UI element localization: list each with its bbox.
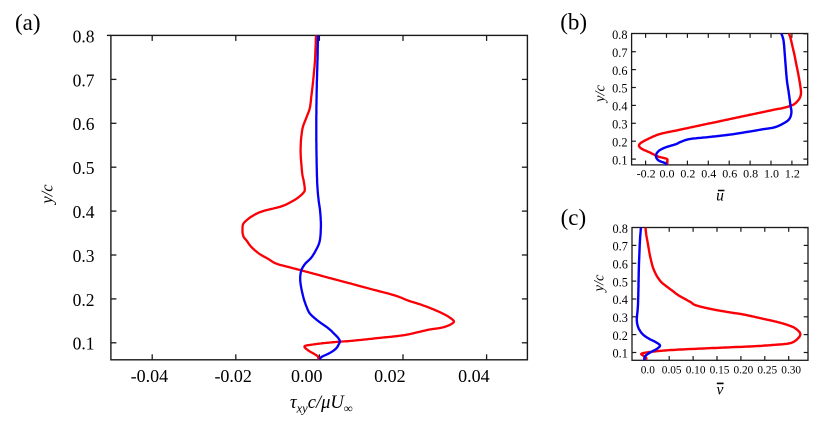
- svg-text:(a): (a): [15, 10, 41, 35]
- svg-text:0.0: 0.0: [660, 166, 675, 180]
- svg-text:0.6: 0.6: [613, 258, 628, 272]
- svg-text:0.7: 0.7: [612, 46, 627, 60]
- svg-text:0.8: 0.8: [613, 222, 628, 236]
- svg-text:0.2: 0.2: [680, 166, 695, 180]
- svg-text:0.4: 0.4: [613, 293, 628, 307]
- svg-text:v: v: [717, 382, 724, 399]
- svg-text:0.6: 0.6: [73, 114, 95, 134]
- svg-text:(b): (b): [560, 10, 587, 35]
- svg-text:0.1: 0.1: [612, 153, 627, 167]
- svg-text:0.2: 0.2: [612, 135, 627, 149]
- svg-text:0.5: 0.5: [73, 158, 95, 178]
- svg-text:0.3: 0.3: [613, 311, 628, 325]
- svg-text:y/c: y/c: [591, 274, 607, 293]
- svg-text:0.8: 0.8: [612, 28, 627, 42]
- svg-text:0.8: 0.8: [73, 26, 95, 46]
- svg-text:0.15: 0.15: [710, 365, 730, 377]
- svg-text:0.2: 0.2: [73, 290, 95, 310]
- svg-text:1.2: 1.2: [785, 166, 800, 180]
- svg-text:0.00: 0.00: [291, 366, 323, 386]
- svg-text:0.04: 0.04: [458, 366, 490, 386]
- svg-text:0.30: 0.30: [781, 365, 801, 377]
- svg-text:0.05: 0.05: [662, 365, 682, 377]
- svg-text:y/c: y/c: [38, 184, 57, 206]
- svg-text:0.7: 0.7: [73, 70, 95, 90]
- svg-text:0.1: 0.1: [613, 347, 628, 361]
- svg-text:0.5: 0.5: [613, 275, 628, 289]
- svg-text:0.5: 0.5: [612, 82, 627, 96]
- svg-text:-0.2: -0.2: [637, 166, 656, 180]
- svg-text:0.02: 0.02: [374, 366, 406, 386]
- svg-text:0.4: 0.4: [73, 202, 95, 222]
- svg-text:0.8: 0.8: [743, 166, 758, 180]
- svg-text:u: u: [716, 187, 724, 204]
- svg-text:0.7: 0.7: [613, 240, 628, 254]
- svg-text:(c): (c): [561, 205, 587, 230]
- svg-text:0.25: 0.25: [757, 365, 777, 377]
- svg-text:0.1: 0.1: [73, 334, 95, 354]
- svg-text:0.10: 0.10: [686, 365, 706, 377]
- svg-text:-0.04: -0.04: [131, 366, 169, 386]
- svg-text:0.20: 0.20: [734, 365, 754, 377]
- svg-text:y/c: y/c: [593, 84, 609, 103]
- svg-text:0.6: 0.6: [722, 166, 737, 180]
- svg-text:0.3: 0.3: [612, 118, 627, 132]
- svg-text:-0.02: -0.02: [214, 366, 252, 386]
- svg-text:0.4: 0.4: [612, 100, 627, 114]
- svg-text:0.0: 0.0: [641, 365, 655, 377]
- svg-text:0.4: 0.4: [701, 166, 716, 180]
- svg-text:1.0: 1.0: [764, 166, 779, 180]
- svg-text:0.6: 0.6: [612, 64, 627, 78]
- svg-text:0.2: 0.2: [613, 329, 628, 343]
- svg-text:0.3: 0.3: [73, 246, 95, 266]
